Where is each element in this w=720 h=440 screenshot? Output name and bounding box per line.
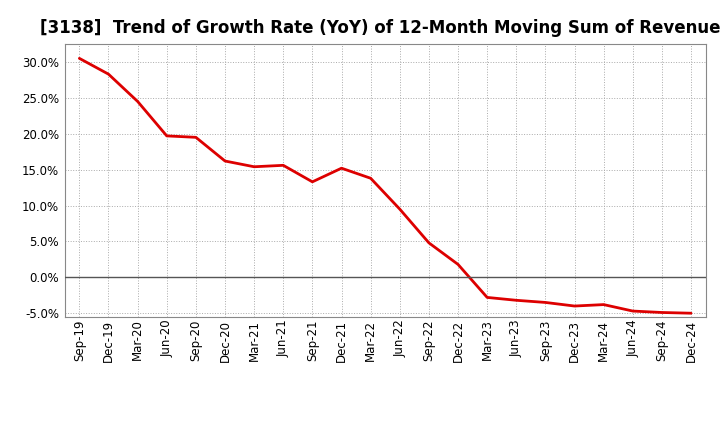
Title: [3138]  Trend of Growth Rate (YoY) of 12-Month Moving Sum of Revenues: [3138] Trend of Growth Rate (YoY) of 12-… [40,19,720,37]
